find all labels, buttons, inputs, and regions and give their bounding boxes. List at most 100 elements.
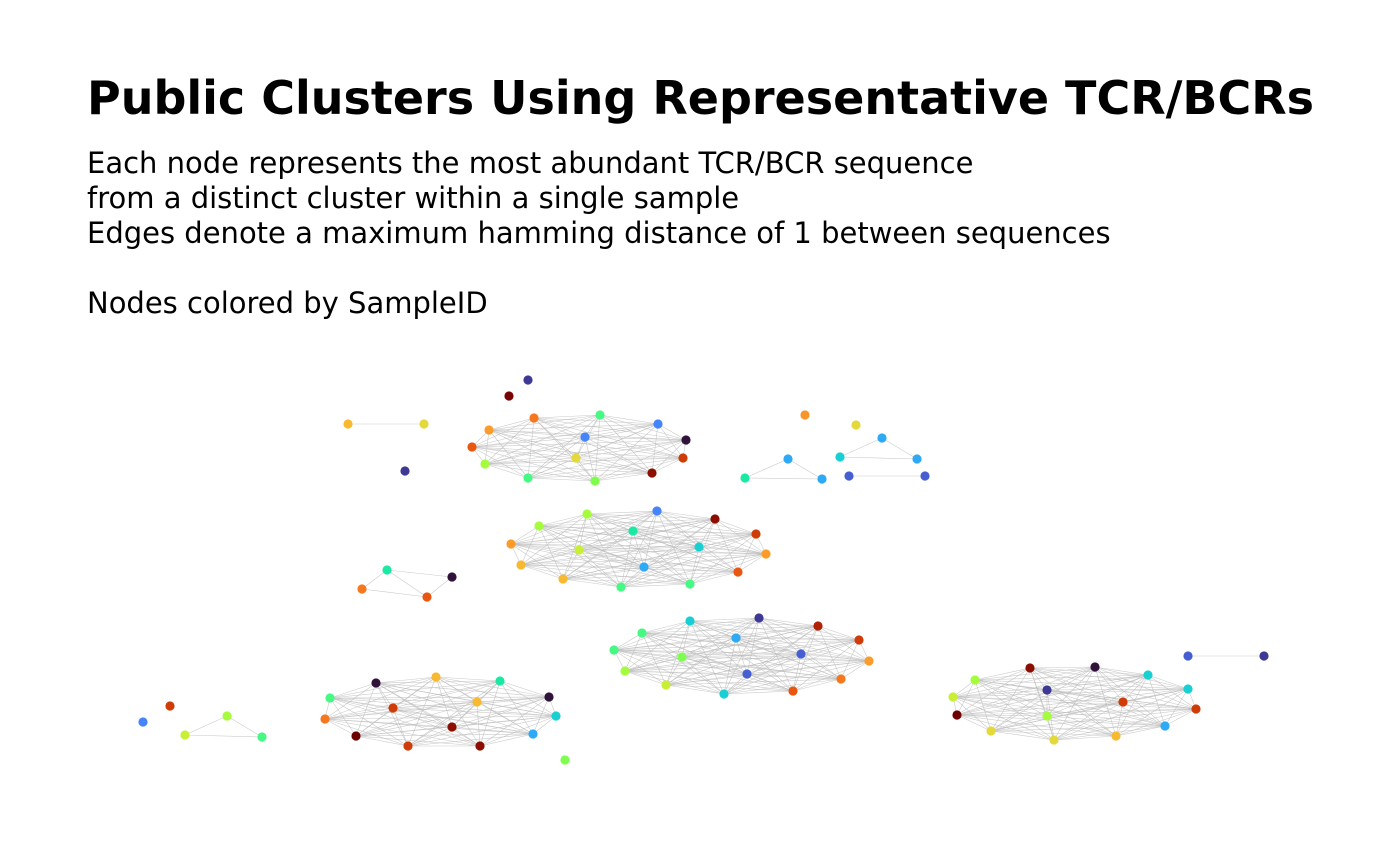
network-edge [471, 436, 586, 448]
network-edge [990, 730, 1117, 737]
network-edge [746, 673, 794, 692]
network-edge [510, 525, 540, 545]
network-edge [792, 678, 842, 692]
network-edge [620, 530, 634, 588]
network-edge [488, 423, 659, 431]
network-edge [578, 549, 767, 555]
network-edge [1164, 688, 1189, 727]
network-edge [1046, 674, 1149, 691]
network-node [836, 674, 846, 684]
network-edge [392, 680, 501, 709]
network-node [544, 692, 554, 702]
network-node [138, 717, 148, 727]
network-edge [1094, 666, 1124, 703]
network-edge [562, 578, 622, 588]
network-edge [471, 439, 687, 448]
network-node [180, 730, 190, 740]
network-edge [956, 674, 1149, 716]
network-edge [361, 588, 428, 598]
network-edge [1122, 701, 1166, 727]
network-edge [533, 417, 684, 459]
network-edge [735, 637, 794, 692]
network-edge [527, 457, 577, 479]
network-edge [758, 617, 860, 641]
network-edge [1115, 701, 1124, 737]
network-edge [746, 673, 842, 680]
network-edge [632, 530, 645, 568]
chart-subtitle: Each node represents the most abundant T… [87, 146, 1111, 321]
network-edge [488, 414, 601, 431]
network-edge [656, 510, 716, 520]
network-edge [723, 639, 860, 695]
network-edge [527, 417, 535, 479]
network-node [447, 572, 457, 582]
network-edge [499, 680, 534, 735]
network-edge [620, 571, 739, 588]
network-edge [538, 518, 716, 527]
network-edge [952, 696, 1197, 710]
network-node [257, 732, 267, 742]
network-node [560, 755, 570, 765]
network-edge [329, 682, 377, 699]
network-edge [744, 477, 823, 480]
network-edge [484, 457, 577, 465]
network-edge [681, 656, 842, 680]
network-edge [613, 649, 794, 692]
network-edge [324, 707, 394, 720]
network-edge [632, 518, 716, 532]
network-node [719, 689, 729, 699]
network-edge [792, 660, 870, 692]
network-edge [1046, 674, 1149, 717]
network-edge [681, 656, 870, 662]
network-edge [956, 714, 992, 732]
network-edge [407, 733, 534, 747]
network-node [1025, 663, 1035, 673]
network-node [357, 584, 367, 594]
network-edge [665, 637, 737, 686]
network-edge [952, 667, 1031, 698]
network-edge [952, 696, 1055, 741]
network-edge [510, 543, 580, 551]
network-edge [520, 553, 767, 566]
network-edge [488, 429, 684, 459]
network-edge [974, 679, 1055, 741]
network-edge [817, 625, 860, 641]
network-edge [575, 457, 653, 474]
network-edge [681, 637, 737, 658]
network-edge [665, 673, 748, 686]
network-edge [952, 696, 1124, 703]
network-node [1118, 697, 1128, 707]
network-edge [510, 543, 564, 580]
network-node [351, 731, 361, 741]
network-edge [698, 546, 767, 555]
network-node [970, 675, 980, 685]
network-edge [324, 715, 557, 720]
network-edge [787, 458, 823, 480]
network-edge [355, 680, 501, 737]
network-node [447, 722, 457, 732]
network-edge [624, 653, 802, 672]
network-edge [426, 576, 453, 598]
network-edge [471, 414, 601, 448]
network-edge [375, 682, 453, 728]
subtitle-line-5: Nodes colored by SampleID [87, 286, 488, 320]
network-edge [324, 718, 409, 747]
network-edge [586, 513, 757, 535]
network-edge [1029, 667, 1149, 676]
network-edge [974, 679, 1048, 717]
network-edge [324, 718, 453, 728]
network-node [796, 649, 806, 659]
network-edge [737, 553, 767, 573]
network-edge [584, 436, 653, 474]
network-node [558, 574, 568, 584]
network-edge [584, 423, 659, 438]
network-node [864, 656, 874, 666]
network-edge [632, 530, 757, 535]
network-node [761, 549, 771, 559]
network-edge [533, 417, 653, 474]
network-node [571, 453, 581, 463]
network-edge [698, 533, 757, 548]
network-edge [952, 674, 1149, 698]
network-edge [599, 414, 659, 425]
network-edge [698, 546, 739, 573]
